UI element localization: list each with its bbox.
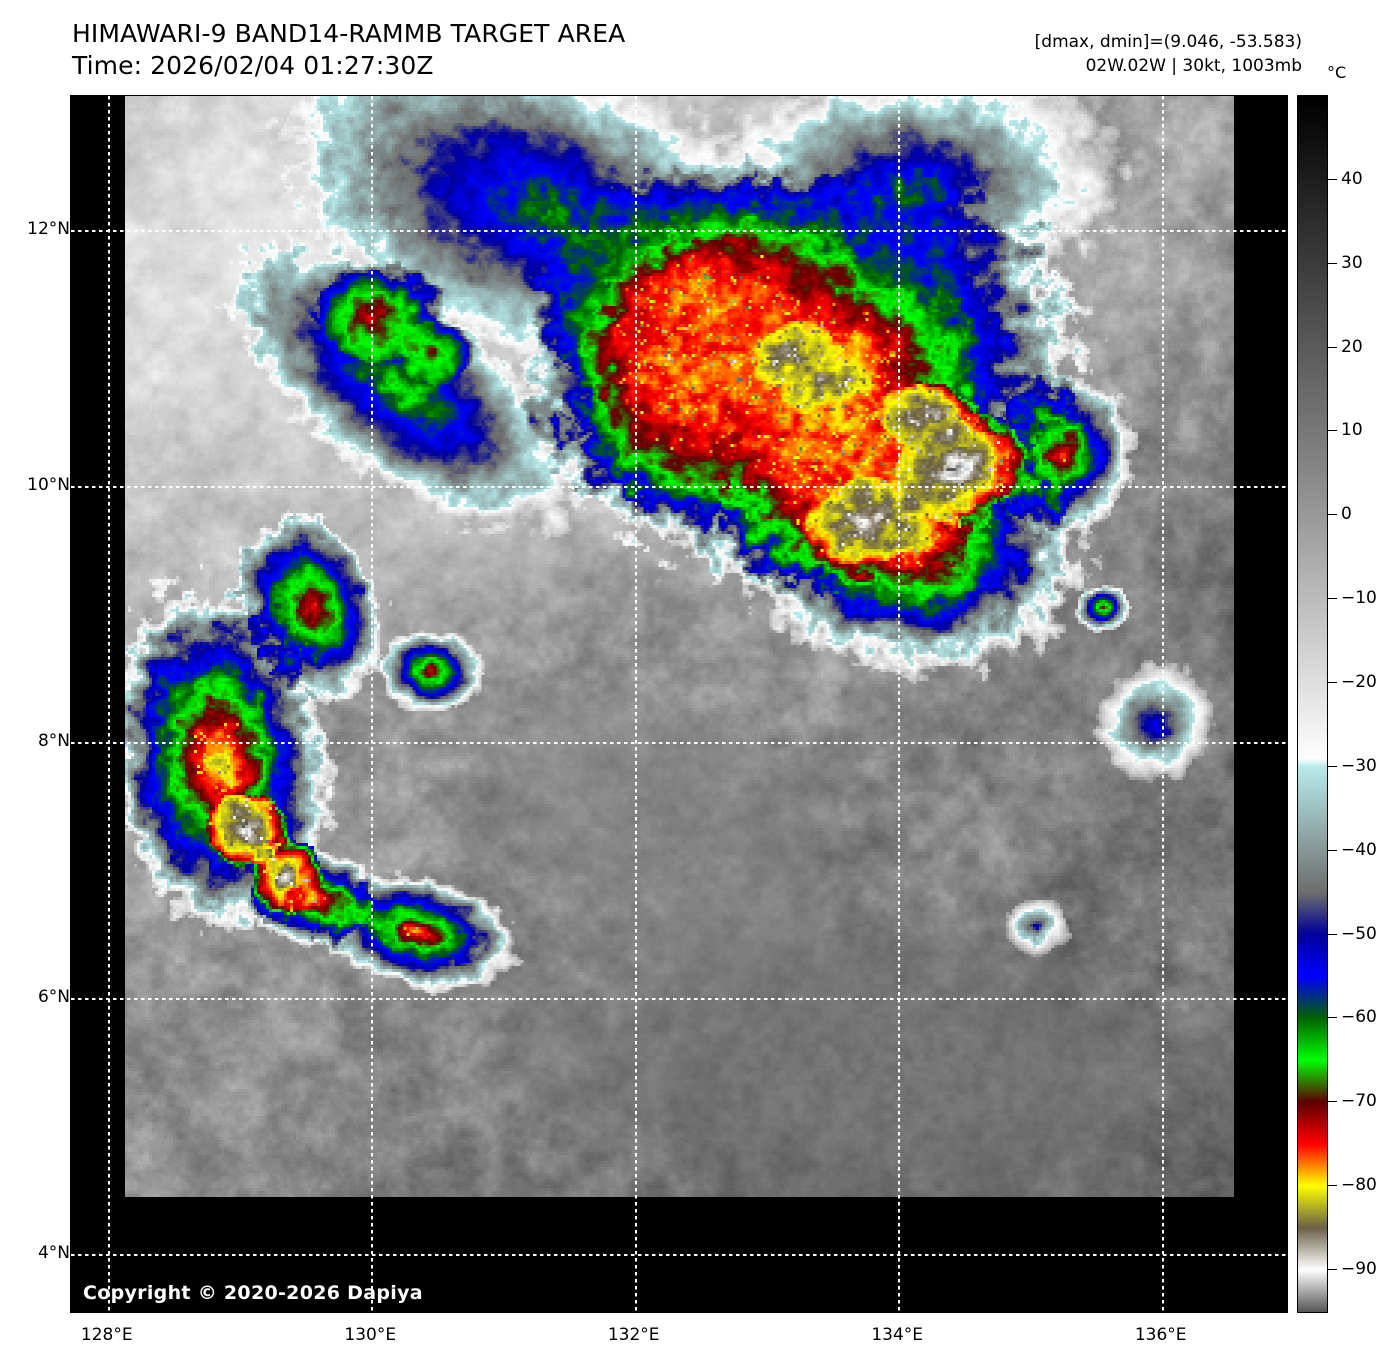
colorbar-tick--10 [1328,598,1337,599]
colorbar-tick-30 [1328,263,1337,264]
colorbar-label-0: 0 [1341,504,1352,524]
colorbar-tick--90 [1328,1269,1337,1270]
xtick-label-128: 128°E [80,1325,133,1345]
colorbar-label--80: −80 [1341,1175,1377,1195]
infrared-satellite-heatmap [125,96,1234,1197]
ytick-label-8: 8°N [37,731,70,752]
colorbar-tick--70 [1328,1101,1337,1102]
colorbar-label--40: −40 [1341,840,1377,860]
copyright-label: Copyright © 2020-2026 Dapiya [83,1282,423,1304]
colorbar-tick--20 [1328,682,1337,683]
dmax-dmin-label: [dmax, dmin]=(9.046, -53.583) [1034,32,1302,52]
ytick-label-10: 10°N [27,475,70,496]
colorbar-label-40: 40 [1341,169,1363,189]
colorbar-units-label: °C [1327,63,1347,82]
colorbar-label--90: −90 [1341,1259,1377,1279]
xtick-label-130: 130°E [344,1325,397,1345]
colorbar-tick-0 [1328,514,1337,515]
colorbar-tick--60 [1328,1017,1337,1018]
ytick-label-6: 6°N [37,987,70,1008]
colorbar-tick--40 [1328,850,1337,851]
colorbar-label--20: −20 [1341,672,1377,692]
colorbar-tick--50 [1328,934,1337,935]
colorbar-label--70: −70 [1341,1091,1377,1111]
xtick-label-132: 132°E [607,1325,660,1345]
xtick-label-134: 134°E [871,1325,924,1345]
ytick-label-12: 12°N [27,219,70,240]
colorbar-label--50: −50 [1341,924,1377,944]
header-title-block: HIMAWARI-9 BAND14-RAMMB TARGET AREA Time… [72,18,625,82]
colorbar-label-30: 30 [1341,253,1363,273]
temperature-colorbar [1297,95,1328,1313]
colorbar-label--60: −60 [1341,1007,1377,1027]
gridline-lon-128 [108,96,110,1312]
colorbar-tick-20 [1328,347,1337,348]
ytick-label-4: 4°N [37,1243,70,1264]
colorbar-tick-40 [1328,179,1337,180]
colorbar-tick--80 [1328,1185,1337,1186]
colorbar-tick-10 [1328,430,1337,431]
gridline-lat-4 [71,1254,1287,1256]
colorbar-label--10: −10 [1341,588,1377,608]
xtick-label-136: 136°E [1134,1325,1187,1345]
satellite-plot-area[interactable]: Copyright © 2020-2026 Dapiya [70,95,1288,1313]
page-title: HIMAWARI-9 BAND14-RAMMB TARGET AREA [72,19,626,48]
storm-info-label: 02W.02W | 30kt, 1003mb [1085,56,1302,76]
timestamp-label: Time: 2026/02/04 01:27:30Z [72,51,434,80]
colorbar-label--30: −30 [1341,756,1377,776]
colorbar-gradient [1298,96,1327,1312]
colorbar-label-20: 20 [1341,337,1363,357]
colorbar-label-10: 10 [1341,420,1363,440]
header-metadata-block: [dmax, dmin]=(9.046, -53.583) 02W.02W | … [1035,30,1302,78]
colorbar-tick--30 [1328,766,1337,767]
